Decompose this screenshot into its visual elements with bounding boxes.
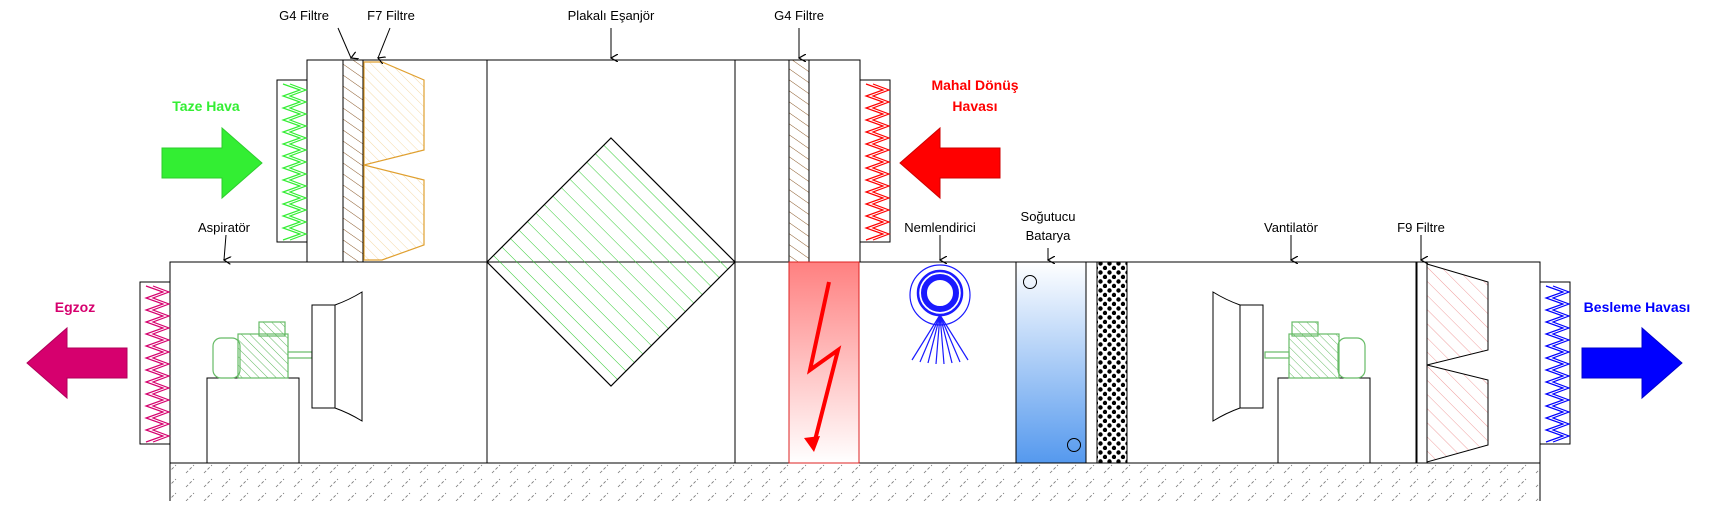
g4-filter-right [788, 59, 810, 263]
supply-arrow-icon [1581, 326, 1683, 400]
plate-heat-exchanger [486, 137, 736, 387]
droplet-eliminator [1096, 261, 1128, 464]
humidifier-label: Nemlendirici [904, 220, 976, 235]
fresh-air-arrow-icon [161, 126, 263, 200]
heater-coil [788, 261, 860, 464]
exhaust-arrow-icon [26, 326, 128, 400]
exhaust-fan [206, 291, 363, 464]
cooling-coil-label-line1: Soğutucu [1021, 209, 1076, 224]
cooling-coil-label-line2: Batarya [1026, 228, 1072, 243]
exhaust-label: Egzoz [55, 299, 95, 315]
f9-bag-filter [1415, 261, 1489, 464]
supply-fan [1212, 291, 1371, 464]
supply-air-label: Besleme Havası [1584, 299, 1691, 315]
g4-filter-left-label: G4 Filtre [279, 8, 329, 23]
return-air-label-line2: Havası [952, 98, 997, 114]
return-air-louver [859, 79, 891, 243]
cooling-coil [1015, 261, 1087, 464]
f7-bag-filter [363, 61, 425, 261]
spray-nozzle-icon [911, 314, 969, 365]
return-air-label-line1: Mahal Dönüş [931, 77, 1018, 93]
supply-louver [1539, 281, 1571, 445]
humidifier [909, 264, 971, 365]
fresh-air-louver [276, 79, 308, 243]
plate-exchanger-label: Plakalı Eşanjör [568, 8, 655, 23]
f9-filter-label: F9 Filtre [1397, 220, 1445, 235]
fresh-air-label: Taze Hava [172, 98, 240, 114]
exhaust-louver [139, 281, 171, 445]
f7-filter-label: F7 Filtre [367, 8, 415, 23]
unit-base [169, 462, 1541, 504]
lightning-icon [806, 281, 842, 449]
g4-filter-right-label: G4 Filtre [774, 8, 824, 23]
g4-filter-left [342, 59, 364, 263]
aspirator-label: Aspiratör [198, 220, 251, 235]
return-air-arrow-icon [899, 126, 1001, 200]
fan-label: Vantilatör [1264, 220, 1319, 235]
